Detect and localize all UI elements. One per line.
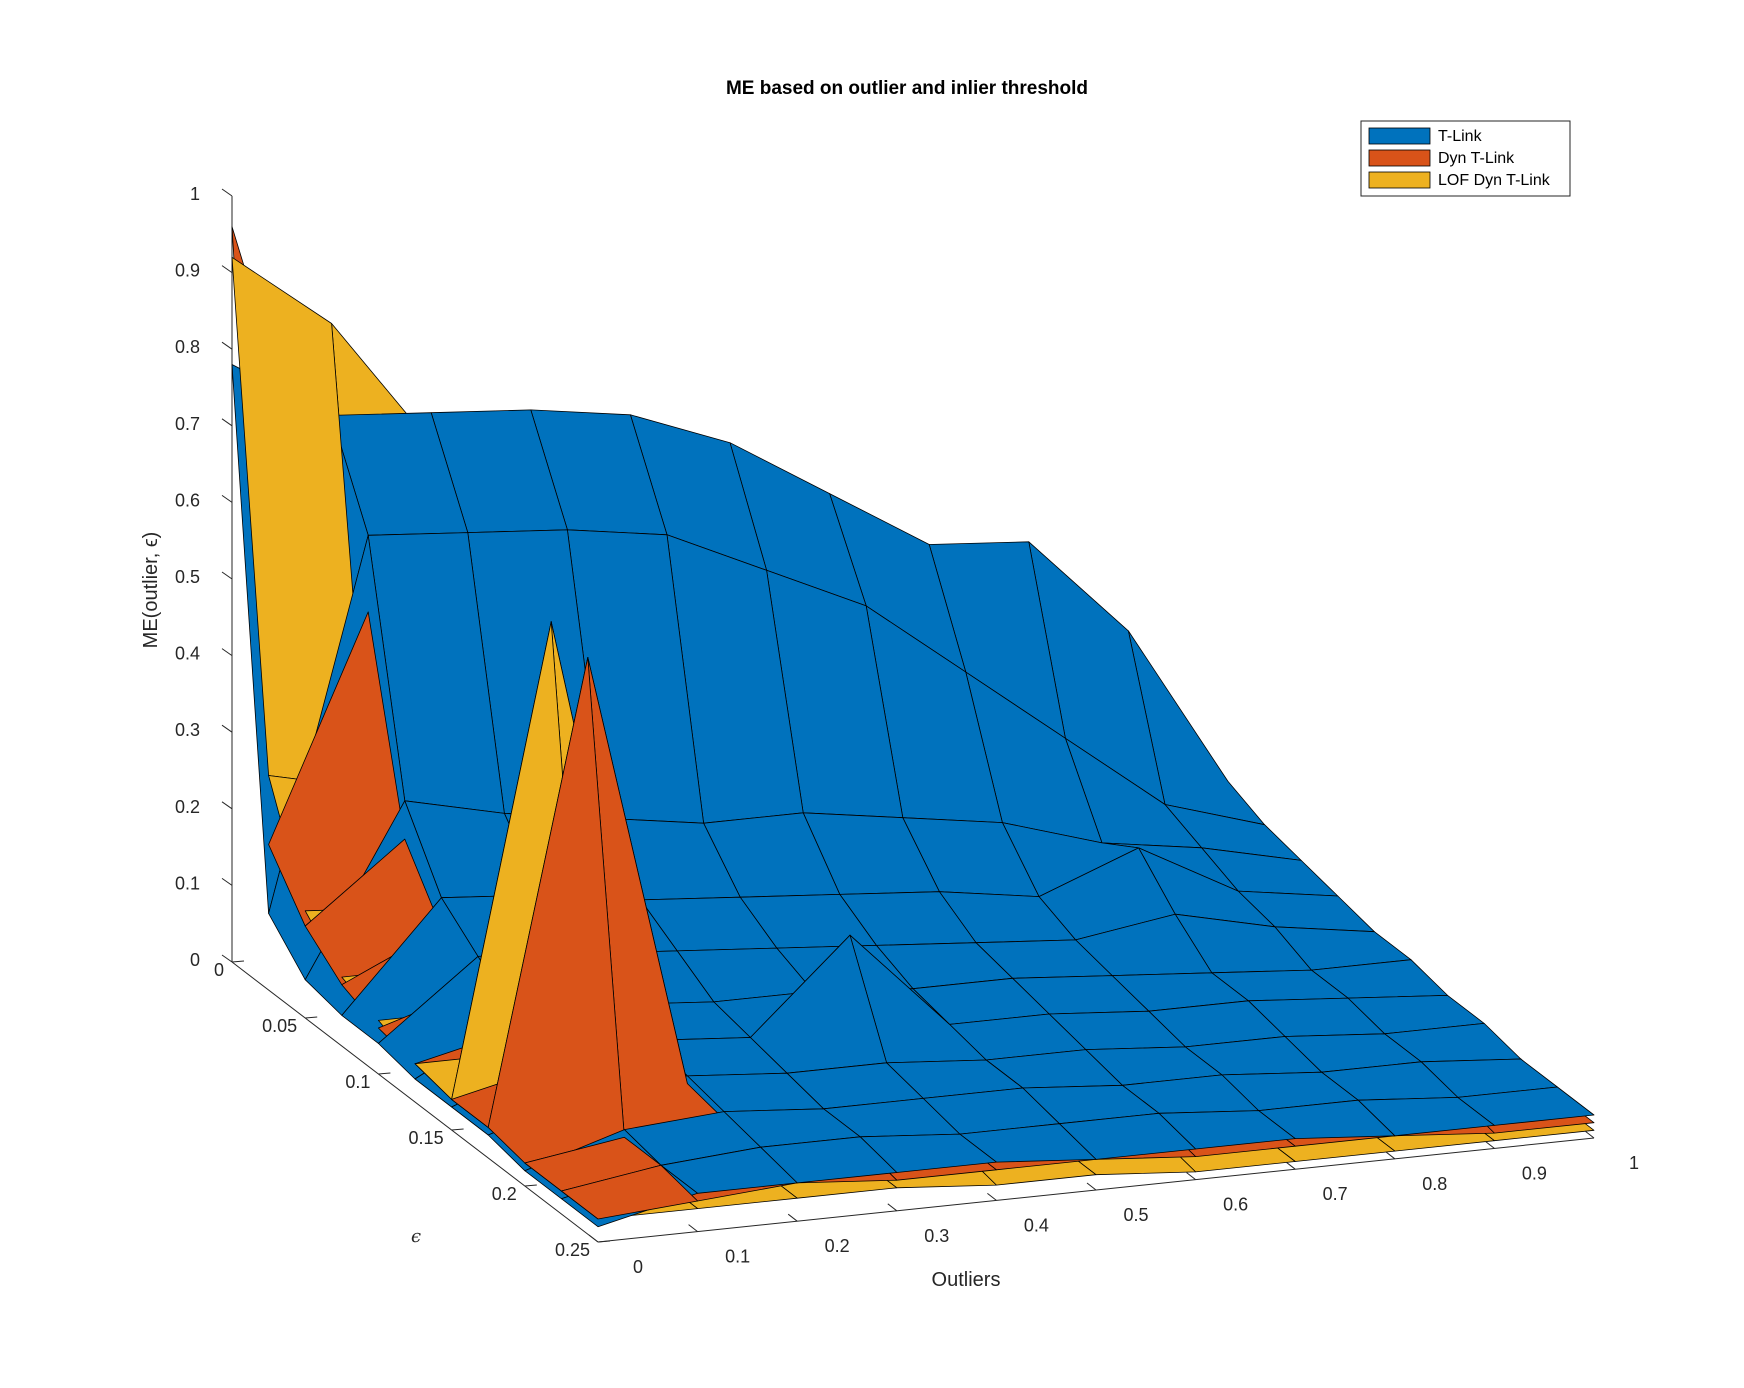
- z-tick-label: 0: [190, 950, 200, 970]
- z-tick-label: 0.4: [175, 644, 200, 664]
- legend-swatch: [1368, 149, 1431, 167]
- z-tick-label: 1: [190, 184, 200, 204]
- z-tick-mark: [221, 494, 233, 503]
- z-tick-label: 0.9: [175, 261, 200, 281]
- z-tick-mark: [221, 188, 233, 197]
- z-tick-label: 0.8: [175, 337, 200, 357]
- x-tick-mark: [588, 1234, 599, 1243]
- z-tick-mark: [221, 648, 233, 657]
- x-tick-label: 0.1: [725, 1247, 750, 1267]
- legend-entries: T-Link Dyn T-Link LOF Dyn T-Link: [1368, 127, 1551, 189]
- y-tick-label: 0.05: [262, 1016, 297, 1036]
- legend-label: Dyn T-Link: [1438, 150, 1515, 167]
- surface-patch-series-1-r9-c0: [561, 1164, 698, 1220]
- x-tick-label: 0.5: [1123, 1205, 1148, 1225]
- y-tick-mark: [597, 1240, 611, 1243]
- y-axis-line: [231, 961, 599, 1243]
- y-tick-label: 0: [214, 960, 224, 980]
- x-tick-label: 0.9: [1522, 1163, 1547, 1183]
- y-tick-mark: [305, 1016, 318, 1019]
- z-tick-label: 0.5: [175, 567, 200, 587]
- legend-label: LOF Dyn T-Link: [1438, 172, 1551, 189]
- x-tick-label: 0.8: [1422, 1174, 1447, 1194]
- x-tick-mark: [1186, 1172, 1196, 1180]
- y-tick-mark: [524, 1184, 537, 1187]
- z-axis-ticks: 0 0.1 0.2 0.3 0.4 0.5 0.6 0.7 0.8 0.9 1: [175, 184, 233, 970]
- x-tick-label: 0.3: [924, 1226, 949, 1246]
- x-tick-mark: [787, 1213, 798, 1222]
- z-tick-mark: [221, 341, 233, 350]
- z-tick-label: 0.1: [175, 873, 200, 893]
- legend: T-Link Dyn T-Link LOF Dyn T-Link: [1360, 120, 1571, 197]
- z-tick-label: 0.2: [175, 797, 200, 817]
- x-tick-label: 0.2: [825, 1236, 850, 1256]
- z-tick-mark: [221, 877, 233, 886]
- y-tick-label: 0.25: [555, 1240, 590, 1260]
- z-tick-mark: [221, 724, 233, 733]
- y-tick-mark: [378, 1072, 391, 1075]
- x-tick-label: 0: [633, 1257, 643, 1277]
- legend-swatch: [1368, 127, 1431, 145]
- x-tick-label: 0.7: [1323, 1184, 1348, 1204]
- chart-title: ME based on outlier and inlier threshold: [726, 78, 1088, 99]
- z-tick-label: 0.7: [175, 414, 200, 434]
- x-tick-mark: [1485, 1141, 1495, 1149]
- legend-label: T-Link: [1438, 128, 1483, 145]
- z-tick-label: 0.3: [175, 720, 200, 740]
- x-tick-mark: [987, 1193, 997, 1201]
- z-axis-label: ME(outlier, ϵ): [140, 532, 162, 649]
- y-tick-label: 0.1: [345, 1072, 370, 1092]
- z-tick-label: 0.6: [175, 490, 200, 510]
- x-tick-mark: [887, 1203, 898, 1212]
- z-tick-mark: [221, 571, 233, 580]
- y-axis-label: ϵ: [411, 1226, 421, 1247]
- z-tick-mark: [221, 954, 233, 963]
- surface-layer: [231, 226, 1595, 1228]
- z-tick-mark: [221, 801, 233, 810]
- x-tick-mark: [1285, 1161, 1296, 1170]
- z-tick-mark: [221, 265, 233, 274]
- x-axis-label: Outliers: [932, 1269, 1001, 1291]
- y-tick-label: 0.15: [409, 1128, 444, 1148]
- y-tick-label: 0.2: [492, 1184, 517, 1204]
- y-tick-mark: [451, 1128, 464, 1131]
- x-tick-mark: [1584, 1130, 1595, 1139]
- x-axis-ticks: 0 0.1 0.2 0.3 0.4 0.5 0.6 0.7 0.8 0.9 1: [588, 1130, 1639, 1277]
- x-tick-mark: [1086, 1182, 1097, 1191]
- x-tick-mark: [1385, 1151, 1396, 1160]
- x-tick-mark: [688, 1224, 698, 1232]
- x-tick-label: 0.4: [1024, 1215, 1049, 1235]
- y-axis-ticks: 0 0.05 0.1 0.15 0.2 0.25: [214, 960, 611, 1260]
- legend-swatch: [1368, 171, 1431, 189]
- x-tick-label: 0.6: [1223, 1195, 1248, 1215]
- x-tick-label: 1: [1629, 1153, 1639, 1173]
- y-tick-mark: [231, 960, 245, 963]
- z-tick-mark: [221, 418, 233, 427]
